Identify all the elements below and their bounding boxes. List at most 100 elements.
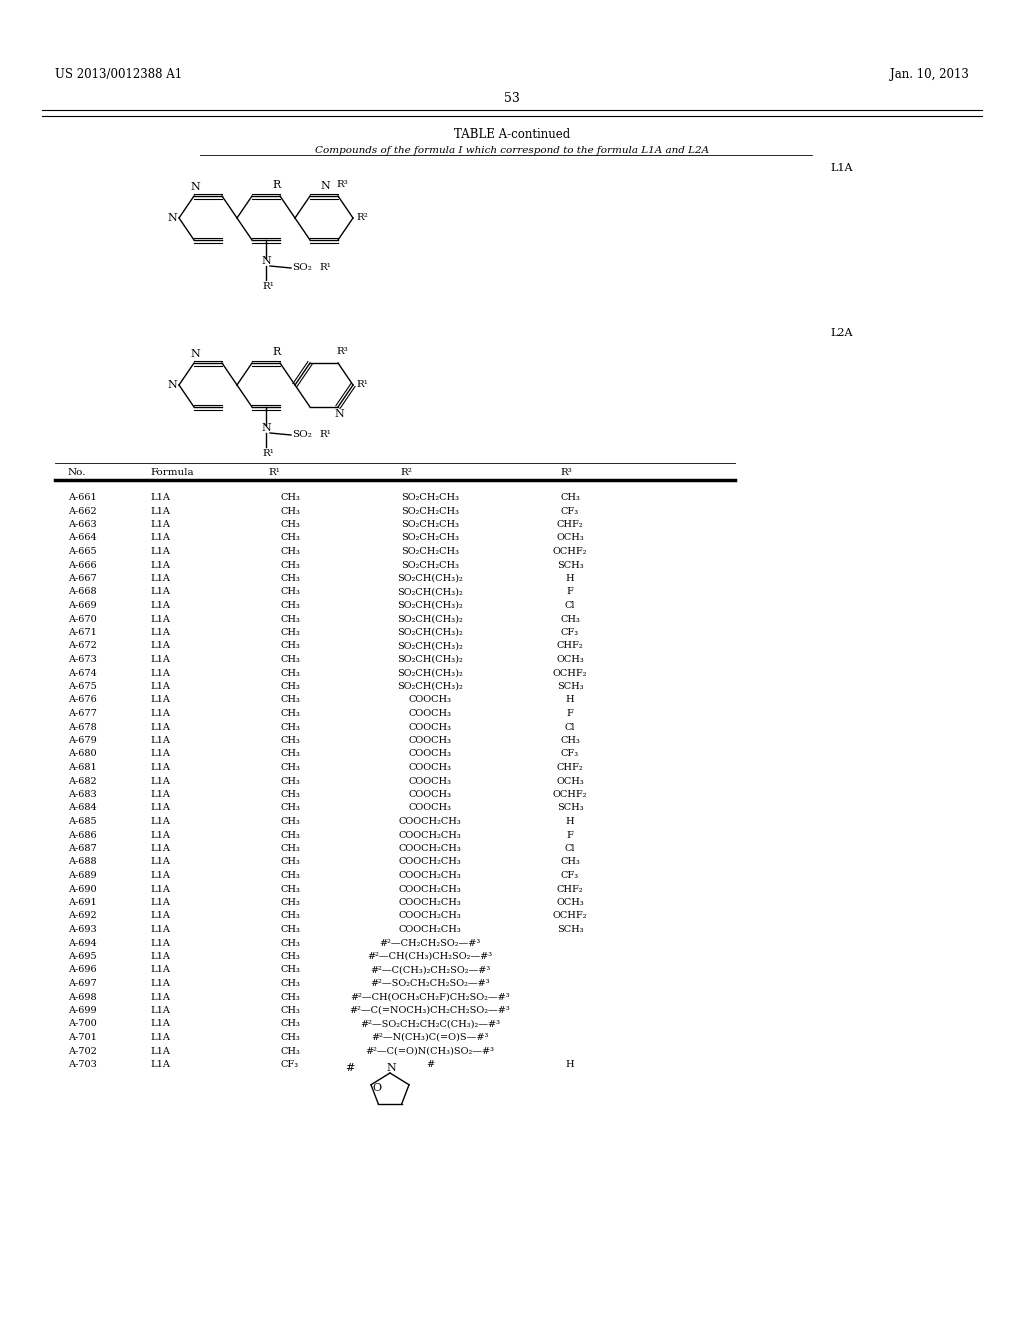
Text: US 2013/0012388 A1: US 2013/0012388 A1: [55, 69, 182, 81]
Text: L1A: L1A: [150, 574, 170, 583]
Text: A-678: A-678: [68, 722, 96, 731]
Text: N: N: [167, 380, 177, 389]
Text: N: N: [261, 422, 270, 433]
Text: COOCH₂CH₃: COOCH₂CH₃: [398, 858, 462, 866]
Text: SO₂CH(CH₃)₂: SO₂CH(CH₃)₂: [397, 615, 463, 623]
Text: CH₃: CH₃: [280, 993, 300, 1002]
Text: COOCH₂CH₃: COOCH₂CH₃: [398, 843, 462, 853]
Text: A-682: A-682: [68, 776, 96, 785]
Text: COOCH₂CH₃: COOCH₂CH₃: [398, 884, 462, 894]
Text: A-675: A-675: [68, 682, 96, 690]
Text: CH₃: CH₃: [280, 655, 300, 664]
Text: R¹: R¹: [319, 263, 331, 272]
Text: SO₂: SO₂: [292, 263, 312, 272]
Text: L1A: L1A: [150, 871, 170, 880]
Text: OCH₃: OCH₃: [556, 533, 584, 543]
Text: A-677: A-677: [68, 709, 97, 718]
Text: CH₃: CH₃: [280, 696, 300, 705]
Text: A-698: A-698: [68, 993, 96, 1002]
Text: OCH₃: OCH₃: [556, 655, 584, 664]
Text: A-695: A-695: [68, 952, 96, 961]
Text: Cl: Cl: [565, 843, 575, 853]
Text: A-672: A-672: [68, 642, 97, 651]
Text: A-674: A-674: [68, 668, 97, 677]
Text: OCH₃: OCH₃: [556, 898, 584, 907]
Text: #²—CH₂CH₂SO₂—#³: #²—CH₂CH₂SO₂—#³: [379, 939, 480, 948]
Text: R²: R²: [356, 213, 368, 222]
Text: No.: No.: [68, 469, 86, 477]
Text: A-692: A-692: [68, 912, 96, 920]
Text: CH₃: CH₃: [280, 492, 300, 502]
Text: L1A: L1A: [150, 843, 170, 853]
Text: CH₃: CH₃: [280, 830, 300, 840]
Text: CHF₂: CHF₂: [557, 520, 584, 529]
Text: CHF₂: CHF₂: [557, 763, 584, 772]
Text: COOCH₂CH₃: COOCH₂CH₃: [398, 898, 462, 907]
Text: SO₂CH₂CH₃: SO₂CH₂CH₃: [401, 507, 459, 516]
Text: L1A: L1A: [150, 682, 170, 690]
Text: A-668: A-668: [68, 587, 96, 597]
Text: OCHF₂: OCHF₂: [553, 546, 587, 556]
Text: CH₃: CH₃: [280, 858, 300, 866]
Text: A-688: A-688: [68, 858, 96, 866]
Text: CH₃: CH₃: [560, 492, 580, 502]
Text: R¹: R¹: [268, 469, 280, 477]
Text: CH₃: CH₃: [280, 939, 300, 948]
Text: L1A: L1A: [150, 709, 170, 718]
Text: CH₃: CH₃: [280, 925, 300, 935]
Text: L1A: L1A: [150, 993, 170, 1002]
Text: L1A: L1A: [150, 507, 170, 516]
Text: SO₂CH(CH₃)₂: SO₂CH(CH₃)₂: [397, 655, 463, 664]
Text: L1A: L1A: [150, 804, 170, 813]
Text: A-696: A-696: [68, 965, 96, 974]
Text: CH₃: CH₃: [280, 952, 300, 961]
Text: COOCH₂CH₃: COOCH₂CH₃: [398, 830, 462, 840]
Text: F: F: [566, 830, 573, 840]
Text: COOCH₃: COOCH₃: [409, 763, 452, 772]
Text: F: F: [566, 709, 573, 718]
Text: A-662: A-662: [68, 507, 96, 516]
Text: A-670: A-670: [68, 615, 96, 623]
Text: L1A: L1A: [150, 615, 170, 623]
Text: L1A: L1A: [150, 750, 170, 759]
Text: COOCH₂CH₃: COOCH₂CH₃: [398, 912, 462, 920]
Text: CH₃: CH₃: [280, 601, 300, 610]
Text: A-664: A-664: [68, 533, 96, 543]
Text: L1A: L1A: [150, 979, 170, 987]
Text: SO₂CH₂CH₃: SO₂CH₂CH₃: [401, 533, 459, 543]
Text: N: N: [319, 181, 330, 191]
Text: A-697: A-697: [68, 979, 96, 987]
Text: COOCH₃: COOCH₃: [409, 709, 452, 718]
Text: L1A: L1A: [150, 561, 170, 569]
Text: A-687: A-687: [68, 843, 96, 853]
Text: SO₂CH(CH₃)₂: SO₂CH(CH₃)₂: [397, 668, 463, 677]
Text: L1A: L1A: [150, 587, 170, 597]
Text: #: #: [426, 1060, 434, 1069]
Text: #²—CH(OCH₃CH₂F)CH₂SO₂—#³: #²—CH(OCH₃CH₂F)CH₂SO₂—#³: [350, 993, 510, 1002]
Text: A-669: A-669: [68, 601, 96, 610]
Text: R¹: R¹: [262, 449, 273, 458]
Text: L1A: L1A: [150, 1034, 170, 1041]
Text: CH₃: CH₃: [280, 750, 300, 759]
Text: Cl: Cl: [565, 601, 575, 610]
Text: SO₂CH(CH₃)₂: SO₂CH(CH₃)₂: [397, 682, 463, 690]
Text: A-684: A-684: [68, 804, 96, 813]
Text: A-689: A-689: [68, 871, 96, 880]
Text: A-699: A-699: [68, 1006, 96, 1015]
Text: CHF₂: CHF₂: [557, 884, 584, 894]
Text: OCHF₂: OCHF₂: [553, 912, 587, 920]
Text: CH₃: CH₃: [280, 843, 300, 853]
Text: CH₃: CH₃: [560, 737, 580, 744]
Text: A-666: A-666: [68, 561, 96, 569]
Text: SO₂CH₂CH₃: SO₂CH₂CH₃: [401, 546, 459, 556]
Text: SCH₃: SCH₃: [557, 925, 584, 935]
Text: L1A: L1A: [150, 533, 170, 543]
Text: L1A: L1A: [150, 668, 170, 677]
Text: L1A: L1A: [150, 520, 170, 529]
Text: O: O: [372, 1082, 381, 1093]
Text: CH₃: CH₃: [280, 507, 300, 516]
Text: CF₃: CF₃: [561, 628, 579, 638]
Text: CH₃: CH₃: [280, 1019, 300, 1028]
Text: CH₃: CH₃: [280, 722, 300, 731]
Text: CH₃: CH₃: [280, 1006, 300, 1015]
